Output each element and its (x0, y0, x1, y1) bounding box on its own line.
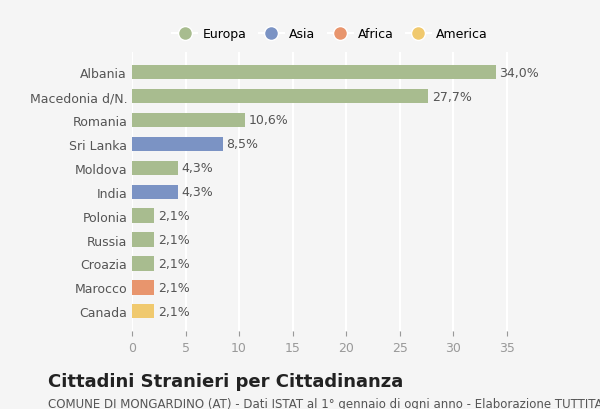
Bar (132, 161, 178, 175)
Bar (132, 233, 154, 247)
Text: 4,3%: 4,3% (181, 186, 213, 199)
Bar (132, 137, 223, 152)
Bar (132, 281, 154, 295)
Text: 8,5%: 8,5% (226, 138, 258, 151)
Bar (132, 114, 245, 128)
Text: 27,7%: 27,7% (431, 90, 472, 103)
Text: 2,1%: 2,1% (158, 209, 190, 222)
Text: 2,1%: 2,1% (158, 281, 190, 294)
Bar (132, 256, 154, 271)
Text: 2,1%: 2,1% (158, 305, 190, 318)
Bar (132, 209, 154, 223)
Bar (132, 185, 178, 199)
Text: 34,0%: 34,0% (499, 67, 539, 79)
Bar (132, 66, 496, 80)
Bar (132, 90, 428, 104)
Legend: Europa, Asia, Africa, America: Europa, Asia, Africa, America (167, 23, 493, 46)
Bar (132, 304, 154, 319)
Text: 2,1%: 2,1% (158, 234, 190, 246)
Text: COMUNE DI MONGARDINO (AT) - Dati ISTAT al 1° gennaio di ogni anno - Elaborazione: COMUNE DI MONGARDINO (AT) - Dati ISTAT a… (48, 397, 600, 409)
Text: Cittadini Stranieri per Cittadinanza: Cittadini Stranieri per Cittadinanza (48, 372, 403, 390)
Text: 4,3%: 4,3% (181, 162, 213, 175)
Text: 10,6%: 10,6% (248, 114, 289, 127)
Text: 2,1%: 2,1% (158, 257, 190, 270)
